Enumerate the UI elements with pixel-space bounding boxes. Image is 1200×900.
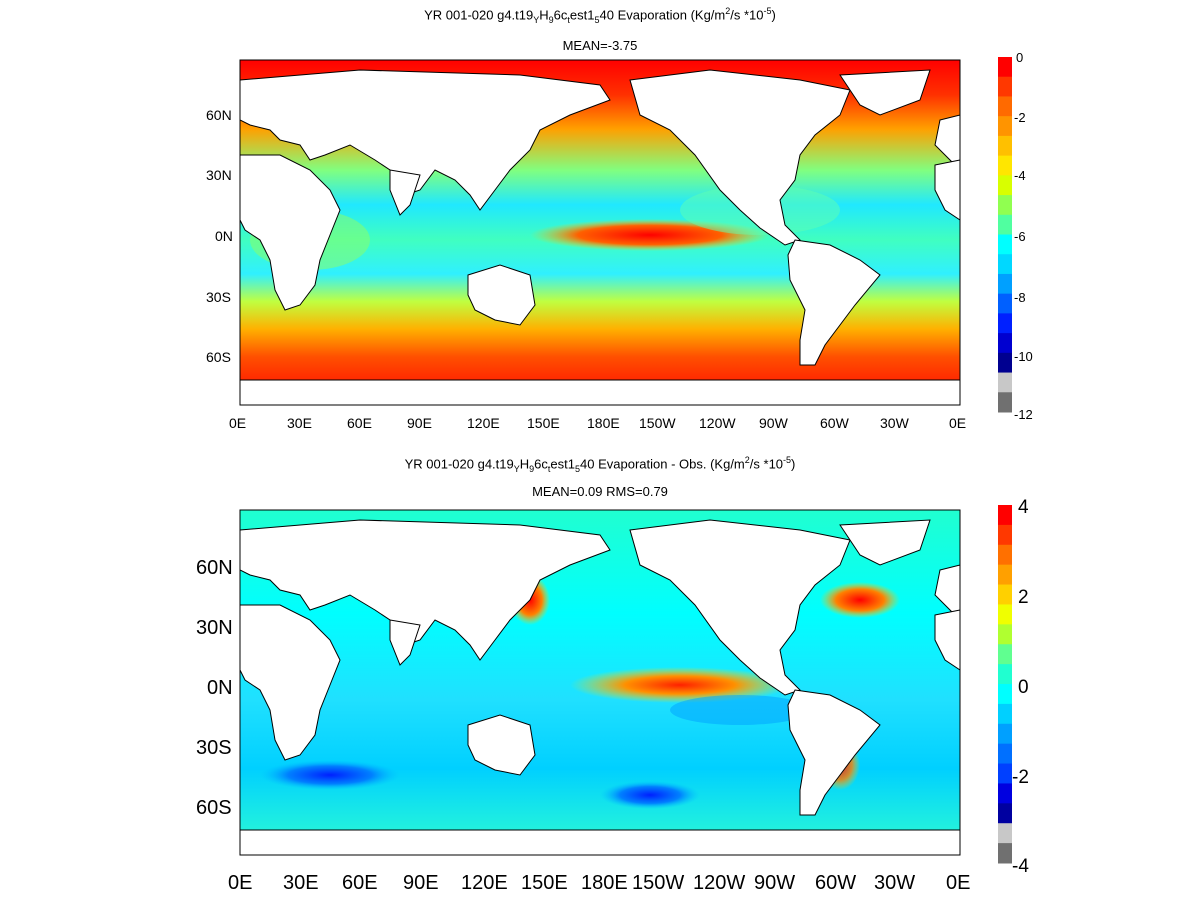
axis-tick-label: 30E — [287, 415, 312, 431]
axis-tick-label: 120W — [699, 415, 736, 431]
axis-tick-label: 180E — [581, 872, 628, 894]
colorbar-swatch — [998, 293, 1012, 314]
colorbar-swatch — [998, 783, 1012, 804]
colorbar-swatch — [998, 57, 1012, 78]
colorbar-swatch — [998, 564, 1012, 586]
panel2-stats: MEAN=0.09 RMS=0.79 — [532, 484, 668, 499]
axis-tick-label: 0E — [946, 872, 971, 894]
axis-tick-label: 60W — [820, 415, 849, 431]
colorbar-swatch — [998, 175, 1012, 196]
panel2-title: YR 001-020 g4.t19YH96ctest1540 Evaporati… — [404, 455, 796, 474]
axis-tick-label: 90E — [407, 415, 432, 431]
axis-tick-label: 60W — [815, 872, 857, 894]
axis-tick-label: 30E — [283, 872, 319, 894]
axis-tick-label: 150E — [527, 415, 560, 431]
colorbar-swatch — [998, 544, 1012, 566]
colorbar-tick-label: 0 — [1018, 677, 1029, 698]
colorbar-swatch — [998, 135, 1012, 157]
colorbar-tick-label: -4 — [1014, 168, 1026, 183]
colorbar-swatch — [998, 96, 1012, 117]
panel1-map — [239, 59, 961, 406]
panel1-colorbar — [998, 57, 1012, 413]
colorbar-swatch — [998, 273, 1012, 295]
axis-tick-label: 150W — [632, 872, 685, 894]
colorbar-swatch — [998, 823, 1012, 844]
colorbar-swatch — [998, 234, 1012, 255]
colorbar-swatch — [998, 372, 1012, 393]
colorbar-swatch — [998, 604, 1012, 625]
colorbar-tick-label: -10 — [1014, 349, 1033, 364]
axis-tick-label: 60N — [206, 107, 232, 123]
colorbar-tick-label: -2 — [1012, 767, 1029, 788]
colorbar-swatch — [998, 524, 1012, 546]
axis-tick-label: 90W — [759, 415, 788, 431]
colorbar-swatch — [998, 313, 1012, 334]
axis-tick-label: 30W — [880, 415, 909, 431]
colorbar-swatch — [998, 684, 1012, 705]
axis-tick-label: 0E — [228, 872, 253, 894]
colorbar-swatch — [998, 723, 1012, 745]
axis-tick-label: 60N — [196, 557, 233, 579]
axis-tick-label: 120E — [461, 872, 508, 894]
axis-tick-label: 60E — [342, 872, 378, 894]
colorbar-tick-label: 4 — [1018, 497, 1029, 518]
colorbar-swatch — [998, 254, 1012, 275]
panel1-stats: MEAN=-3.75 — [562, 38, 638, 53]
axis-tick-label: 0E — [229, 415, 247, 431]
axis-tick-label: 30S — [196, 737, 232, 759]
colorbar-swatch — [998, 76, 1012, 97]
panel1-title: YR 001-020 g4.t19YH96ctest1540 Evaporati… — [424, 6, 776, 25]
colorbar-swatch — [998, 703, 1012, 725]
colorbar-tick-label: -6 — [1014, 229, 1026, 244]
axis-tick-label: 60S — [196, 797, 232, 819]
axis-tick-label: 0N — [207, 677, 233, 699]
panel2-colorbar — [998, 505, 1012, 864]
colorbar-swatch — [998, 743, 1012, 765]
colorbar-swatch — [998, 843, 1012, 864]
axis-tick-label: 0E — [949, 415, 967, 431]
panel2-map — [239, 509, 961, 856]
colorbar-tick-label: -8 — [1014, 290, 1026, 305]
colorbar-tick-label: -4 — [1012, 856, 1029, 877]
colorbar-swatch — [998, 584, 1012, 605]
axis-tick-label: 90E — [403, 872, 439, 894]
axis-tick-label: 30N — [196, 617, 233, 639]
colorbar-swatch — [998, 624, 1012, 645]
axis-tick-label: 90W — [754, 872, 796, 894]
colorbar-swatch — [998, 644, 1012, 665]
axis-tick-label: 30N — [206, 167, 232, 183]
axis-tick-label: 180E — [587, 415, 620, 431]
colorbar-tick-label: 2 — [1018, 587, 1029, 608]
axis-tick-label: 150E — [521, 872, 568, 894]
colorbar-tick-label: 0 — [1016, 50, 1024, 65]
colorbar-swatch — [998, 333, 1012, 354]
colorbar-swatch — [998, 664, 1012, 685]
colorbar-swatch — [998, 214, 1012, 235]
colorbar-swatch — [998, 803, 1012, 824]
colorbar-swatch — [998, 195, 1012, 216]
colorbar-swatch — [998, 116, 1012, 137]
colorbar-swatch — [998, 352, 1012, 374]
colorbar-swatch — [998, 763, 1012, 784]
axis-tick-label: 120W — [693, 872, 746, 894]
axis-tick-label: 120E — [467, 415, 500, 431]
axis-tick-label: 0N — [215, 228, 233, 244]
colorbar-tick-label: -12 — [1014, 407, 1033, 422]
axis-tick-label: 60E — [347, 415, 372, 431]
colorbar-swatch — [998, 155, 1012, 176]
colorbar-tick-label: -2 — [1014, 110, 1026, 125]
axis-tick-label: 150W — [639, 415, 676, 431]
axis-tick-label: 30S — [206, 289, 231, 305]
colorbar-swatch — [998, 392, 1012, 413]
axis-tick-label: 60S — [206, 349, 231, 365]
colorbar-swatch — [998, 505, 1012, 526]
axis-tick-label: 30W — [874, 872, 916, 894]
